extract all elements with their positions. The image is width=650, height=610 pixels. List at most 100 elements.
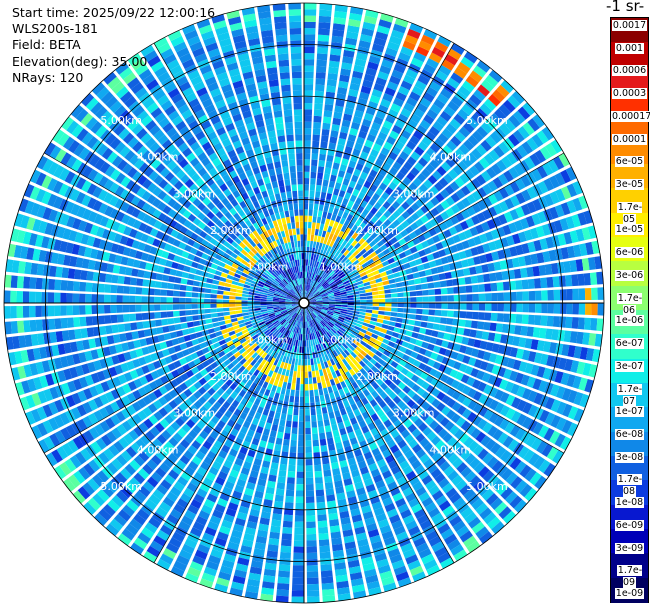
ppi-bin xyxy=(310,313,316,319)
ppi-bin xyxy=(333,111,343,120)
ppi-bin xyxy=(269,468,278,476)
ppi-bin xyxy=(453,113,466,125)
ppi-bin xyxy=(295,352,299,359)
ppi-bin xyxy=(272,418,280,426)
ppi-bin xyxy=(279,463,288,471)
ppi-bin xyxy=(501,270,509,281)
ppi-bin xyxy=(291,590,304,597)
ppi-bin xyxy=(395,91,407,102)
ppi-bin xyxy=(302,309,304,316)
ppi-bin xyxy=(304,184,309,191)
ppi-bin xyxy=(318,526,329,534)
ppi-bin xyxy=(319,223,325,231)
ppi-bin xyxy=(385,345,394,353)
ppi-bin xyxy=(448,226,458,236)
ppi-bin xyxy=(333,289,340,294)
ppi-bin xyxy=(446,387,456,397)
ppi-bin xyxy=(368,198,377,207)
ppi-bin xyxy=(446,409,456,420)
ppi-bin xyxy=(347,221,355,230)
ppi-bin xyxy=(428,289,435,296)
ppi-bin xyxy=(255,484,266,493)
ppi-bin xyxy=(373,507,385,517)
ppi-bin xyxy=(236,478,247,488)
ppi-bin xyxy=(489,399,499,411)
ppi-bin xyxy=(433,154,444,165)
ppi-bin xyxy=(361,411,370,420)
ppi-bin xyxy=(434,309,442,316)
ppi-bin xyxy=(453,549,468,562)
ppi-bin xyxy=(60,305,67,316)
ppi-bin xyxy=(543,178,555,192)
ppi-bin xyxy=(367,385,375,394)
ppi-bin xyxy=(360,305,367,309)
ppi-bin xyxy=(355,252,362,260)
ppi-bin xyxy=(368,324,376,330)
ppi-bin xyxy=(348,344,356,352)
ppi-bin xyxy=(396,224,405,233)
ppi-bin xyxy=(322,265,328,272)
ppi-bin xyxy=(359,466,369,475)
ppi-bin xyxy=(504,381,515,393)
ppi-bin xyxy=(399,481,411,492)
ppi-bin xyxy=(358,419,367,429)
ppi-bin xyxy=(463,535,477,548)
ppi-bin xyxy=(307,314,311,321)
ppi-bin xyxy=(494,389,504,401)
ppi-bin xyxy=(410,222,419,231)
ppi-bin xyxy=(400,229,409,238)
ppi-bin xyxy=(312,311,318,317)
ppi-bin xyxy=(227,541,240,551)
ppi-bin xyxy=(315,489,325,497)
ppi-bin xyxy=(123,323,132,332)
ppi-bin xyxy=(320,342,325,350)
ppi-bin xyxy=(396,351,405,359)
ppi-bin xyxy=(345,261,353,268)
ppi-bin xyxy=(376,458,387,468)
ppi-bin xyxy=(407,343,415,351)
ppi-bin xyxy=(16,305,24,319)
ppi-bin xyxy=(497,344,506,355)
ppi-bin xyxy=(299,340,303,347)
ppi-bin xyxy=(397,381,407,390)
ppi-bin xyxy=(345,371,352,379)
ppi-bin xyxy=(350,578,364,587)
ppi-bin xyxy=(480,221,490,232)
ppi-bin xyxy=(577,212,587,226)
ppi-bin xyxy=(304,178,310,185)
ppi-bin xyxy=(433,137,445,149)
ppi-bin xyxy=(308,295,315,300)
ppi-bin xyxy=(504,198,515,210)
ppi-bin xyxy=(324,393,330,401)
ppi-bin xyxy=(312,128,321,135)
ppi-bin xyxy=(325,325,331,331)
ppi-bin xyxy=(358,392,366,400)
ppi-bin xyxy=(405,554,419,565)
ppi-bin xyxy=(333,188,340,196)
ppi-bin xyxy=(349,6,364,16)
ppi-bin xyxy=(479,103,493,116)
ppi-bin xyxy=(310,304,317,307)
ppi-bin xyxy=(312,241,317,248)
ppi-bin xyxy=(369,495,381,505)
ppi-bin xyxy=(347,354,355,361)
ppi-bin xyxy=(342,358,349,366)
ppi-bin xyxy=(385,47,398,57)
ppi-bin xyxy=(308,307,313,313)
ppi-bin xyxy=(487,262,496,272)
ppi-bin xyxy=(309,320,313,327)
ppi-bin xyxy=(347,244,354,252)
ppi-bin xyxy=(385,171,395,181)
ppi-bin xyxy=(317,420,324,428)
ppi-bin xyxy=(488,93,501,107)
ppi-bin xyxy=(450,192,461,203)
ppi-bin xyxy=(485,341,494,352)
ppi-bin xyxy=(204,308,211,314)
ppi-bin xyxy=(335,574,348,583)
ppi-bin xyxy=(480,435,492,447)
ppi-bin xyxy=(408,319,416,326)
ppi-bin xyxy=(432,251,441,260)
ppi-bin xyxy=(388,321,396,327)
ppi-bin xyxy=(298,352,302,360)
ppi-bin xyxy=(304,115,312,122)
